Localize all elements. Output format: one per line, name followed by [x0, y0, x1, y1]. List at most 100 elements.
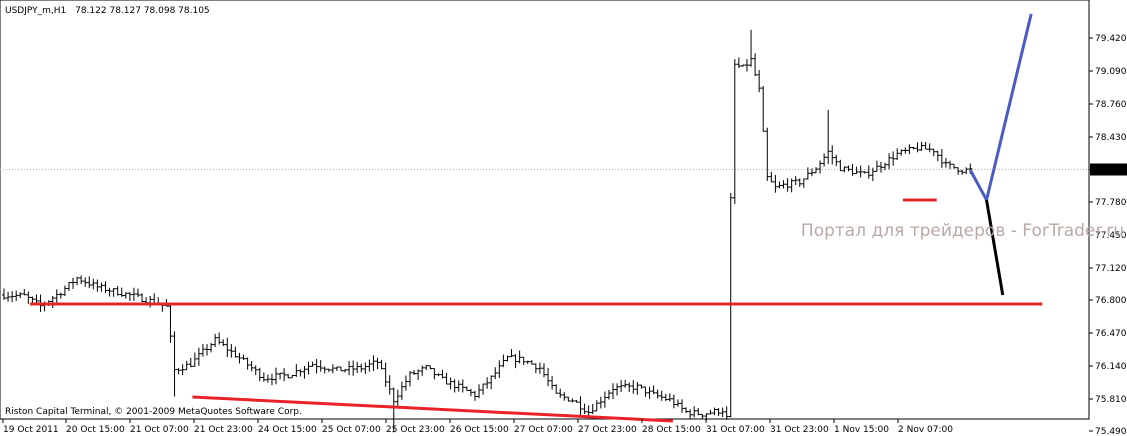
ohlc-bar	[22, 289, 27, 296]
ohlc-bar	[2, 288, 6, 301]
ohlc-bar	[562, 392, 567, 401]
ohlc-bar	[99, 282, 104, 292]
y-tick-label: 75.810	[1095, 395, 1127, 405]
ohlc-bar	[789, 178, 794, 193]
ohlc-bar	[351, 360, 356, 376]
x-tick-label: 24 Oct 15:00	[258, 425, 317, 435]
ohlc-bar	[168, 304, 173, 343]
ohlc-bar	[221, 339, 226, 347]
ohlc-bar	[91, 278, 96, 290]
ohlc-bar	[716, 408, 721, 417]
ohlc-bar	[505, 355, 510, 362]
ohlc-bar	[517, 350, 522, 364]
ohlc-bar	[257, 367, 262, 382]
ohlc-bar	[943, 157, 948, 168]
symbol-label: USDJPY_m,H1	[5, 6, 66, 16]
ohlc-bar	[456, 380, 461, 392]
ohlc-bar	[675, 399, 680, 407]
ohlc-bar	[655, 389, 660, 399]
ohlc-bar	[180, 364, 185, 376]
x-tick-label: 26 Oct 15:00	[450, 425, 509, 435]
ohlc-bar	[822, 153, 827, 167]
ohlc-bar	[452, 379, 457, 393]
ohlc-bar	[338, 366, 343, 372]
y-tick-label: 77.780	[1095, 198, 1127, 208]
ohlc-bar	[440, 369, 445, 379]
copyright-text: Riston Capital Terminal, © 2001-2009 Met…	[5, 407, 302, 417]
ohlc-bar	[931, 148, 936, 157]
ohlc-bar	[671, 394, 676, 409]
support-line[interactable]	[192, 395, 673, 423]
ohlc-bar	[412, 369, 417, 375]
ohlc-bar	[148, 295, 153, 308]
x-tick-label: 28 Oct 15:00	[642, 425, 701, 435]
ohlc-bar	[192, 352, 197, 367]
ohlc-bar	[172, 331, 177, 397]
ohlc-bar	[464, 386, 469, 391]
ohlc-bar	[781, 180, 786, 189]
ohlc-bar	[582, 403, 587, 414]
ohlc-bar	[424, 364, 429, 370]
ohlc-bar	[696, 407, 701, 416]
ohlc-bar	[513, 353, 518, 369]
ohlc-bar	[176, 368, 181, 375]
ohlc-bar	[947, 160, 952, 169]
ohlc-bar	[964, 167, 969, 175]
ohlc-bar	[213, 333, 218, 348]
ohlc-bar	[651, 385, 656, 395]
ohlc-bar	[468, 388, 473, 397]
ohlc-bar	[939, 148, 944, 168]
ohlc-bar	[818, 160, 823, 174]
ohlc-bar	[874, 160, 879, 172]
ohlc-bar	[801, 178, 806, 188]
ohlc-bar	[408, 370, 412, 387]
ohlc-bar	[724, 406, 729, 420]
ohlc-bar	[854, 166, 859, 175]
ohlc-bar	[606, 389, 611, 400]
ohlc-bar	[887, 153, 892, 170]
ohlc-bar	[850, 164, 855, 176]
ohlc-bar	[611, 383, 615, 400]
ohlc-bar	[217, 332, 222, 345]
ohlc-bar	[623, 379, 628, 388]
ohlc-bar	[773, 174, 778, 193]
ohlc-bar	[330, 364, 335, 374]
ohlc-bar	[952, 163, 957, 169]
ohlc-bar	[131, 287, 136, 301]
ohlc-bar	[870, 167, 875, 182]
x-tick-label: 31 Oct 23:00	[770, 425, 829, 435]
ohlc-bar	[708, 409, 713, 415]
ohlc-bar	[241, 354, 246, 360]
ohlc-bar	[736, 57, 741, 69]
ohlc-bar	[809, 168, 814, 177]
ohlc-bar	[935, 150, 940, 162]
y-tick-label: 79.090	[1095, 67, 1127, 77]
forecast-line[interactable]	[985, 199, 1005, 296]
ohlc-bar	[448, 377, 453, 390]
ohlc-bar	[79, 275, 84, 285]
ohlc-bar	[298, 369, 303, 377]
ohlc-bar	[927, 143, 932, 153]
forecast-line[interactable]	[968, 13, 1033, 205]
ohlc-bar	[294, 364, 299, 377]
ohlc-bar	[66, 282, 71, 292]
ohlc-bar	[30, 296, 35, 303]
ohlc-bar	[75, 276, 80, 286]
ohlc-bar	[826, 109, 831, 164]
ohlc-bar	[858, 165, 863, 178]
trend-lines[interactable]	[30, 13, 1043, 423]
ohlc-bar	[785, 178, 790, 192]
ohlc-bar	[537, 362, 542, 374]
ohlc-bar	[314, 358, 319, 374]
ohlc-bar	[753, 53, 758, 77]
ohlc-bar	[115, 285, 120, 296]
ohlc-bar	[184, 360, 189, 371]
ohlc-bar	[919, 141, 924, 151]
x-tick-label: 25 Oct 23:00	[386, 425, 445, 435]
ohlc-bar	[700, 413, 705, 420]
ohlc-bar	[477, 384, 482, 399]
ohlc-bar	[399, 381, 404, 400]
ohlc-bar	[196, 347, 201, 366]
ohlc-bar	[310, 361, 315, 367]
